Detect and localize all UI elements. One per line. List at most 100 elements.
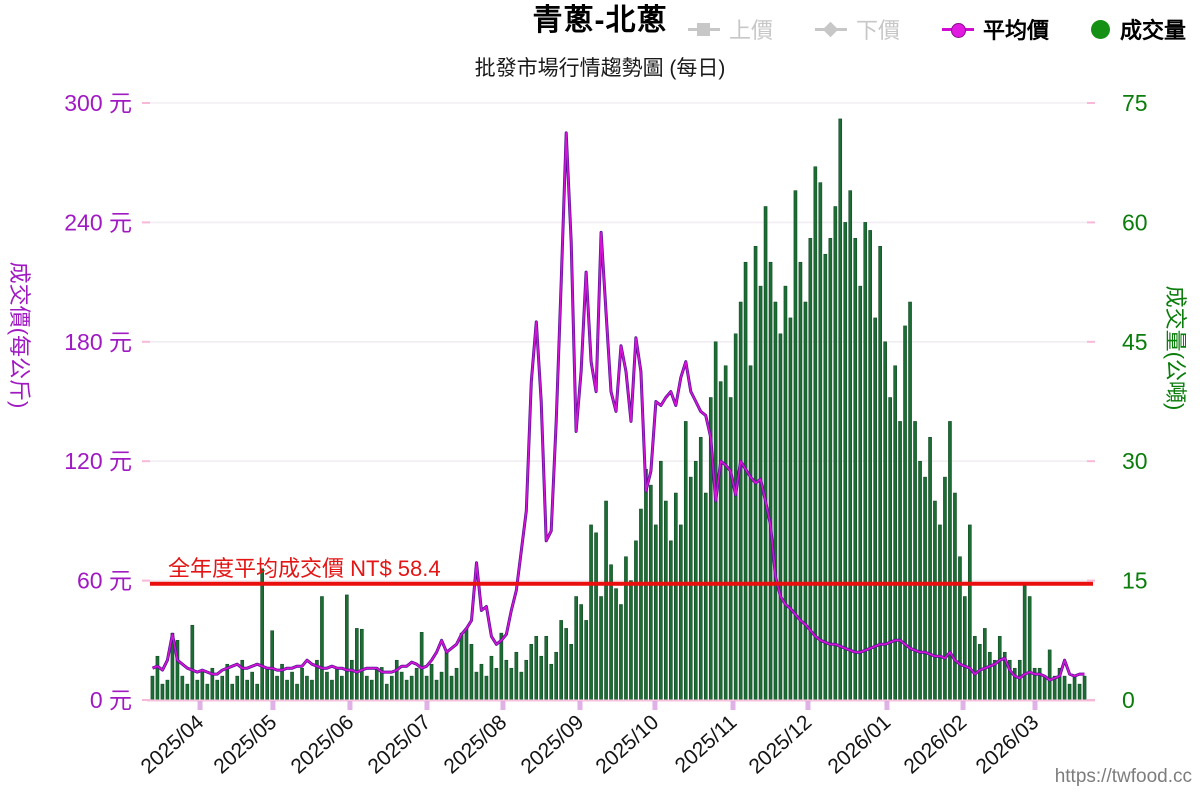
volume-bar: [270, 630, 274, 701]
volume-bar: [345, 594, 349, 701]
x-tick: [197, 701, 203, 710]
y-left-axis-title: 成交價(每公斤): [7, 262, 32, 409]
volume-bar: [424, 675, 429, 701]
annual-average-text: 全年度平均成交價 NT$ 58.4: [168, 556, 441, 581]
volume-bar: [160, 683, 165, 701]
y-left-tick-label: 0 元: [90, 687, 132, 713]
volume-bar: [409, 675, 414, 701]
volume-bar: [554, 651, 558, 701]
volume-bar: [679, 524, 683, 701]
volume-bar: [404, 679, 409, 701]
volume-bar: [394, 659, 399, 701]
x-tick: [805, 701, 811, 710]
volume-bar: [589, 524, 593, 701]
volume-bar: [604, 500, 608, 701]
volume-bar: [863, 222, 868, 701]
volume-bar: [414, 667, 419, 701]
volume-bar: [848, 190, 853, 701]
volume-bar: [963, 596, 967, 701]
volume-bar: [524, 659, 529, 701]
x-tick-label: 2026/02: [900, 711, 972, 779]
x-tick: [730, 701, 736, 710]
volume-bar: [853, 238, 858, 701]
line-circle-icon: [942, 20, 975, 38]
volume-bar: [539, 655, 544, 701]
legend-item-volume[interactable]: 成交量: [1091, 13, 1186, 45]
x-tick-label: 2025/04: [137, 710, 209, 778]
volume-bar: [868, 230, 872, 701]
volume-bar: [260, 568, 264, 701]
legend-item-lower-price[interactable]: 下價: [815, 13, 900, 45]
volume-bar: [833, 206, 838, 701]
volume-bar: [384, 683, 389, 701]
volume-bar: [559, 620, 563, 701]
volume-bar: [579, 604, 583, 701]
x-tick-label: 2025/09: [517, 711, 589, 779]
volume-bar: [778, 333, 783, 701]
x-tick-label: 2026/03: [972, 711, 1044, 779]
volume-bar: [374, 667, 379, 701]
volume-bar: [1027, 596, 1032, 701]
volume-bar: [200, 671, 205, 701]
volume-bar: [773, 301, 778, 701]
volume-bar: [360, 628, 364, 701]
volume-bar: [693, 460, 698, 701]
volume-bar: [205, 683, 210, 701]
volume-bar: [698, 437, 703, 701]
volume-bar: [449, 675, 454, 701]
volume-bar: [1017, 659, 1022, 701]
volume-bar: [290, 671, 294, 701]
volume-bar: [1047, 649, 1052, 701]
volume-bar: [584, 620, 588, 701]
volume-bar: [763, 206, 768, 701]
volume-bar: [504, 659, 509, 701]
volume-bar: [649, 484, 653, 701]
volume-bar: [1077, 683, 1082, 701]
volume-bar: [813, 166, 818, 701]
volume-bar: [888, 397, 892, 701]
y-right-tick-label: 0: [1122, 687, 1135, 713]
legend-label-lower-price: 下價: [856, 18, 901, 43]
volume-bar: [325, 671, 329, 701]
volume-bar: [534, 636, 539, 701]
legend-item-average-price[interactable]: 平均價: [942, 13, 1049, 45]
volume-bar: [180, 675, 185, 701]
volume-bar: [823, 253, 828, 701]
line-diamond-icon: [815, 20, 848, 38]
volume-bar: [265, 667, 269, 701]
x-tick: [652, 701, 658, 710]
volume-bar: [509, 667, 514, 701]
volume-bar: [399, 671, 404, 701]
volume-bar: [669, 540, 673, 701]
volume-bar: [728, 397, 733, 701]
x-tick: [884, 701, 890, 710]
volume-bar: [444, 651, 449, 701]
volume-bar: [220, 675, 225, 701]
x-tick-label: 2025/05: [209, 711, 281, 779]
page-title: 青蔥-北蔥: [532, 4, 668, 37]
volume-bar: [484, 675, 489, 701]
volume-bar: [624, 556, 628, 701]
volume-bar: [369, 679, 374, 701]
volume-bar: [619, 604, 623, 701]
volume-bar: [639, 508, 643, 701]
volume-bar: [1022, 585, 1027, 701]
volume-bar: [783, 285, 788, 701]
volume-bar: [365, 675, 369, 701]
volume-bar: [250, 671, 254, 701]
y-right-tick-label: 30: [1122, 448, 1148, 474]
y-left-tick-label: 300 元: [64, 90, 132, 116]
x-tick-label: 2025/08: [440, 711, 512, 779]
y-right-tick-label: 75: [1122, 90, 1148, 116]
volume-bar: [988, 651, 992, 701]
volume-bar: [474, 671, 479, 701]
volume-bar: [958, 556, 962, 701]
volume-bar: [723, 365, 728, 701]
volume-bar: [1042, 675, 1047, 701]
volume-bar: [908, 301, 912, 701]
legend-item-upper-price[interactable]: 上價: [688, 13, 773, 45]
volume-bar: [713, 341, 718, 701]
volume-bar: [599, 596, 603, 701]
y-left-tick-label: 60 元: [77, 568, 132, 594]
